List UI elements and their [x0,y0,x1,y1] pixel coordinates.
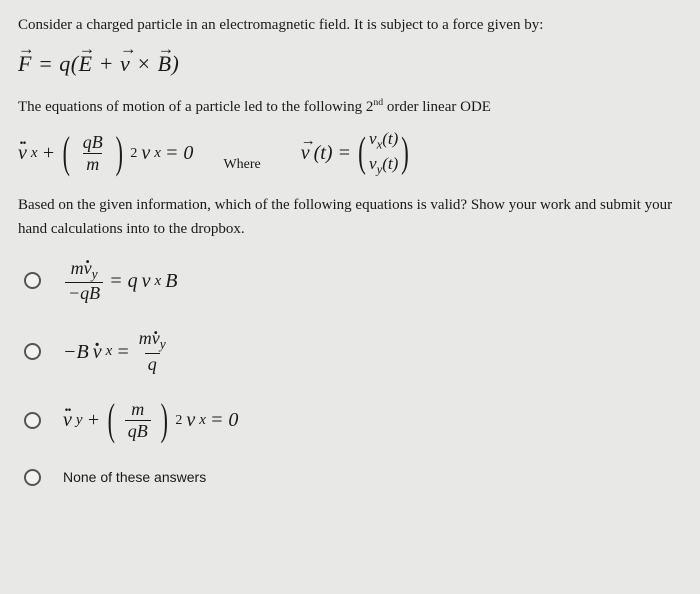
option-a-math: mvy −qB = qvxB [63,259,177,304]
b-vx-sub: x [106,340,113,363]
option-b-math: −Bvx = mvy q [63,329,171,374]
eq-part: = q( [32,51,79,76]
frac-a: mvy −qB [65,259,103,304]
qb-over-m: qB m [80,133,106,174]
c-paren-r: ) [160,407,167,433]
eq-zero: = 0 [165,138,194,168]
option-c[interactable]: vy + ( m qB )2 vx = 0 [24,400,682,441]
b-eq: = [116,337,130,367]
radio-a[interactable] [24,272,41,289]
c1a: v [369,129,377,148]
radio-b[interactable] [24,343,41,360]
option-b[interactable]: −Bvx = mvy q [24,329,682,374]
paren-r: ) [115,140,122,166]
paren-l: ( [63,140,70,166]
a-vy-sub: y [92,266,98,281]
radio-d[interactable] [24,469,41,486]
b-vy-sub: y [160,337,166,352]
question-prompt: Based on the given information, which of… [18,193,682,241]
ode-intro: The equations of motion of a particle le… [18,96,682,119]
plus: + [93,51,120,76]
plus: + [42,138,56,168]
c-vx-sub: x [199,409,206,432]
ode-text-b: order linear ODE [383,99,491,115]
b-vdot: v [93,337,102,367]
ode-lhs: vx + ( qB m )2 vx = 0 [18,133,193,174]
pow2: 2 [130,143,137,164]
column-vector: vx(t) vy(t) [369,128,398,179]
frac-b: mvy q [136,329,169,374]
a-den: −qB [65,282,103,303]
big-paren-r: ) [401,139,409,168]
c-eq0: = 0 [210,405,239,435]
c2t: (t) [382,154,398,173]
c2a: v [369,154,377,173]
vec-E: E [79,47,93,80]
ode-text-a: The equations of motion of a particle le… [18,99,373,115]
option-a[interactable]: mvy −qB = qvxB [24,259,682,304]
a-vx: v [142,266,151,296]
force-equation: F = q(E + v × B) [18,47,682,80]
b-den: q [145,353,160,374]
b-vydot: v [152,329,160,348]
option-d[interactable]: None of these answers [24,467,682,488]
num: qB [80,133,106,153]
vt-vec: v [301,138,310,168]
big-paren-l: ( [358,139,366,168]
vx-ddot: v [18,138,27,168]
vec-v: v [120,47,130,80]
vec-B: B [158,47,172,80]
options-group: mvy −qB = qvxB −Bvx = mvy q vy + [24,259,682,488]
c-paren-l: ( [108,407,115,433]
b-m: m [139,328,152,348]
ode-equation-row: vx + ( qB m )2 vx = 0 Where v(t) = ( vx(… [18,128,682,179]
a-m: m [71,258,84,278]
vt-arg: (t) = [314,138,351,168]
frac-c: m qB [125,400,151,441]
b-mb: −B [63,337,89,367]
ode-sup: nd [373,97,383,108]
c-vydd: v [63,405,72,435]
vx: v [141,138,150,168]
c-vy-sub: y [76,409,83,432]
a-B: B [165,266,177,296]
c-num: m [128,400,147,420]
vx-ddot-sub: x [31,142,38,165]
ode-rhs: v(t) = ( vx(t) vy(t) ) [301,128,413,179]
c-pow: 2 [175,410,182,431]
a-vdot: v [84,259,92,278]
radio-c[interactable] [24,412,41,429]
c-den: qB [125,420,151,441]
den: m [83,153,102,174]
c-plus: + [87,405,101,435]
vx-sub: x [154,142,161,165]
a-eq: = q [109,266,138,296]
c1t: (t) [382,129,398,148]
vec-F: F [18,47,32,80]
c-vx: v [186,405,195,435]
where-label: Where [223,154,260,175]
intro-text: Consider a charged particle in an electr… [18,14,682,37]
option-d-label: None of these answers [63,467,206,488]
option-c-math: vy + ( m qB )2 vx = 0 [63,400,238,441]
a-vx-sub: x [155,270,162,293]
